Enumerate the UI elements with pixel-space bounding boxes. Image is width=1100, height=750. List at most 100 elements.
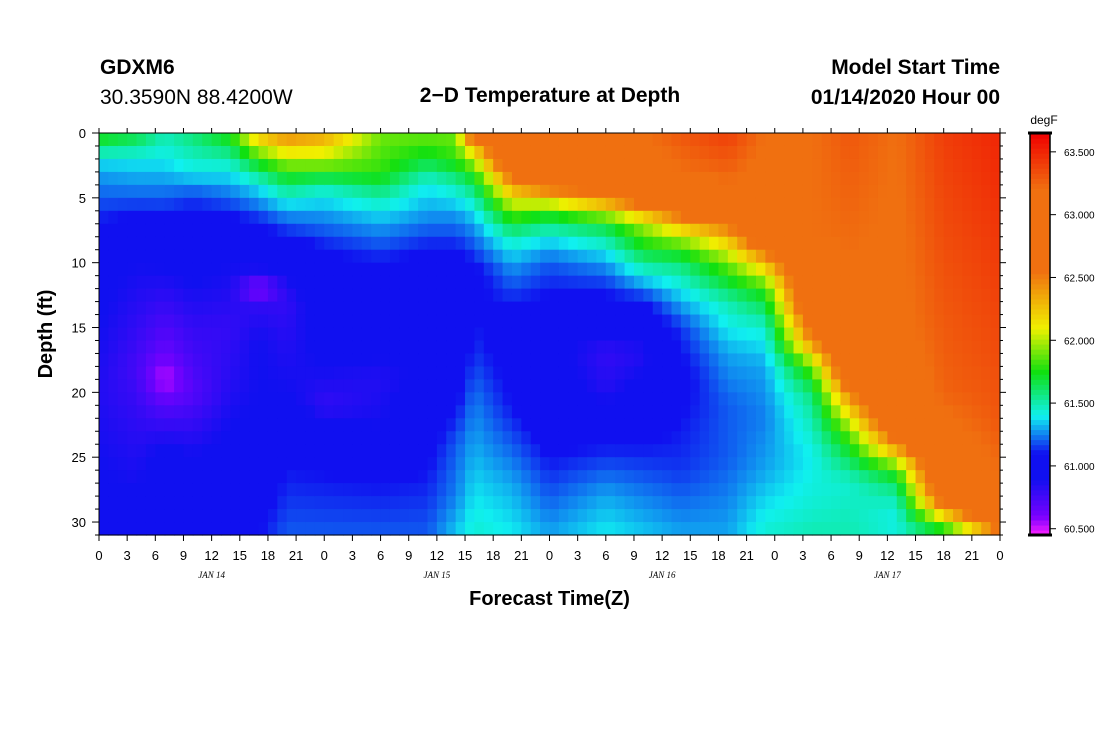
heatmap-cell [221,327,231,342]
heatmap-cell [483,133,494,147]
heatmap-cell [108,431,119,445]
heatmap-cell [859,379,870,393]
heatmap-cell [530,379,541,393]
heatmap-cell [549,158,560,173]
heatmap-cell [558,262,569,277]
heatmap-cell [699,288,710,303]
heatmap-cell [239,249,250,264]
heatmap-cell [418,275,429,290]
heatmap-cell [277,288,288,303]
heatmap-cell [474,288,485,303]
heatmap-cell [746,366,757,380]
heatmap-cell [755,145,766,160]
heatmap-cell [333,301,344,316]
heatmap-cell [286,197,297,212]
heatmap-cell [887,158,898,173]
heatmap-cell [389,158,400,173]
heatmap-cell [671,509,682,523]
heatmap-cell [474,340,485,355]
x-tick-label: 12 [204,548,218,563]
heatmap-cell [746,171,757,186]
heatmap-cell [690,314,701,329]
heatmap-cell [230,444,241,458]
heatmap-cell [633,133,644,147]
heatmap-cell [784,210,795,225]
heatmap-cell [221,392,231,406]
heatmap-cell [399,444,410,458]
heatmap-cell [380,210,391,225]
heatmap-cell [840,405,851,419]
heatmap-cell [596,392,607,406]
heatmap-cell [765,340,776,355]
heatmap-cell [755,353,766,368]
heatmap-cell [774,171,785,186]
heatmap-cell [662,418,673,432]
heatmap-cell [296,133,307,147]
heatmap-cell [549,133,560,147]
heatmap-cell [812,288,823,303]
heatmap-cell [953,210,964,225]
heatmap-cell [699,158,710,173]
heatmap-cell [521,457,532,471]
heatmap-cell [511,340,522,355]
heatmap-cell [192,288,203,303]
heatmap-cell [230,483,241,497]
heatmap-cell [267,314,278,329]
heatmap-cell [530,496,541,510]
heatmap-cell [962,457,973,471]
heatmap-cell [136,314,147,329]
heatmap-cell [877,353,888,368]
heatmap-cell [249,392,260,406]
heatmap-cell [690,262,701,277]
heatmap-cell [99,444,109,458]
heatmap-cell [502,366,513,380]
y-tick-label: 25 [72,450,86,465]
heatmap-cell [587,210,598,225]
heatmap-cell [906,353,917,368]
heatmap-cell [389,249,400,264]
heatmap-cell [483,431,494,445]
heatmap-cell [859,392,870,406]
heatmap-cell [183,470,194,484]
heatmap-cell [540,340,551,355]
heatmap-cell [145,444,156,458]
heatmap-cell [718,158,729,173]
heatmap-cell [399,522,410,536]
heatmap-cell [108,470,119,484]
heatmap-cell [727,483,738,497]
heatmap-cell [117,405,128,419]
heatmap-cell [455,262,466,277]
colorbar-swatch [1030,313,1050,320]
heatmap-cell [117,171,128,186]
heatmap-cell [943,158,954,173]
heatmap-cell [108,522,119,536]
heatmap-cell [680,275,691,290]
heatmap-cell [737,158,748,173]
heatmap-cell [680,392,691,406]
heatmap-cell [906,509,917,523]
heatmap-cell [643,262,654,277]
heatmap-cell [962,223,973,238]
heatmap-cell [436,392,447,406]
heatmap-cell [812,431,823,445]
heatmap-cell [624,197,635,212]
heatmap-cell [155,340,166,355]
heatmap-cell [502,470,513,484]
heatmap-cell [699,483,710,497]
heatmap-cell [784,522,795,536]
heatmap-cell [577,392,588,406]
heatmap-cell [915,379,926,393]
heatmap-cell [540,470,551,484]
heatmap-cell [352,133,363,147]
heatmap-cell [587,457,598,471]
heatmap-cell [267,509,278,523]
heatmap-cell [915,418,926,432]
heatmap-cell [774,262,785,277]
heatmap-cell [793,197,804,212]
heatmap-cell [371,223,382,238]
heatmap-cell [755,236,766,251]
heatmap-cell [605,197,616,212]
heatmap-cell [230,522,241,536]
heatmap-cell [408,405,419,419]
heatmap-cell [474,197,485,212]
